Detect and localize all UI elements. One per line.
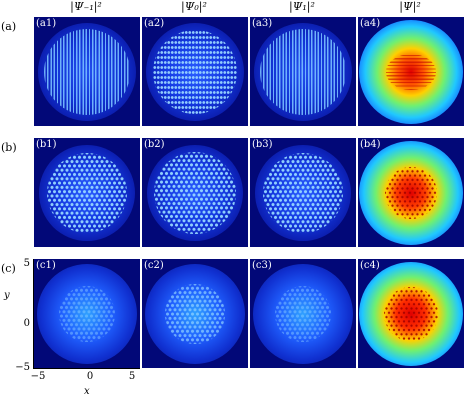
panel-label: (a4) [360,18,381,29]
panel-label: (c1) [36,260,56,271]
panel-label: (a2) [144,18,165,29]
panel-label: (c2) [144,260,164,271]
panel-a1: (a1) [34,17,140,126]
panel-b4: (b4) [358,138,464,247]
y-tick-label: 5 [23,258,30,269]
row-label-a: (a) [1,20,17,33]
panel-a3: (a3) [250,17,356,126]
y-tick-label: −5 [15,362,30,373]
panel-a4: (a4) [358,17,464,126]
panel-label: (a1) [36,18,57,29]
y-axis-line [33,259,34,369]
panel-c2: (c2) [142,259,248,368]
panel-c4: (c4) [358,259,464,368]
x-tick-label: 5 [128,371,136,382]
x-axis-line [34,368,140,369]
panel-label: (b3) [252,139,273,150]
row-label-c: (c) [1,262,16,275]
panel-b1: (b1) [34,138,140,247]
panel-b3: (b3) [250,138,356,247]
column-title-psi-1: |Ψ₁|² [289,0,315,13]
panel-label: (a3) [252,18,273,29]
y-tick-label: 0 [23,318,30,329]
panel-c1: (c1) [34,259,140,368]
panel-a2: (a2) [142,17,248,126]
panel-c3: (c3) [250,259,356,368]
x-tick-label: −5 [30,371,46,382]
panel-label: (b4) [360,139,381,150]
panel-b2: (b2) [142,138,248,247]
x-tick-label: 0 [86,371,94,382]
y-axis-label: y [4,290,10,301]
panel-label: (c3) [252,260,272,271]
column-title-psi-total: |Ψ|² [399,0,421,13]
panel-label: (b2) [144,139,165,150]
panel-label: (c4) [360,260,380,271]
panel-label: (b1) [36,139,57,150]
column-title-psi-0: |Ψ₀|² [181,0,207,13]
row-label-b: (b) [1,141,17,154]
column-title-psi-minus-1: |Ψ₋₁|² [70,0,102,13]
x-axis-label: x [84,386,90,397]
